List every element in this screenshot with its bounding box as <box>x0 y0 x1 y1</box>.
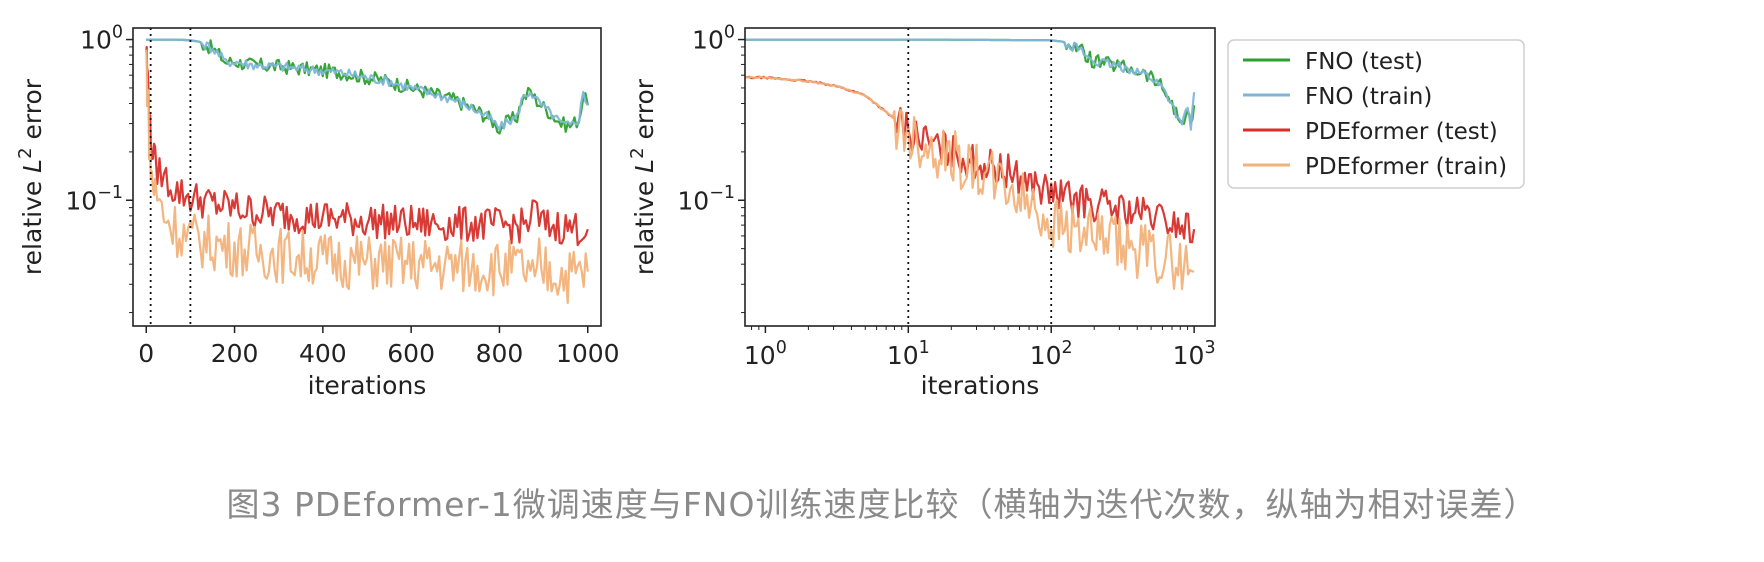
series-line-pdeformer-train <box>145 49 589 304</box>
series-group <box>745 38 1196 291</box>
right-chart-panel: 100 10−1 100 101 102 103 iterations relative L2… <box>627 22 1216 400</box>
x-tick-label: 101 <box>887 338 930 370</box>
legend-label: PDEformer (train) <box>1305 154 1507 180</box>
series-group <box>145 38 589 304</box>
y-tick-label: 10−1 <box>677 183 735 215</box>
y-tick-label: 100 <box>80 22 123 54</box>
series-line-pdeformer-test <box>745 75 1196 244</box>
x-tick-label: 102 <box>1030 338 1073 370</box>
x-tick-label: 1000 <box>556 339 620 368</box>
x-axis-label: iterations <box>308 371 427 400</box>
legend-label: FNO (test) <box>1305 49 1423 75</box>
series-line-pdeformer-train <box>745 75 1195 291</box>
x-tick-label: 103 <box>1173 338 1216 370</box>
y-axis-label: relative L2 error <box>627 78 659 275</box>
legend: FNO (test) FNO (train) PDEformer (test) PDE… <box>1227 39 1525 189</box>
x-tick-label: 0 <box>138 339 154 368</box>
series-line-fno-train <box>745 38 1196 131</box>
figure-caption: 图3 PDEformer-1微调速度与FNO训练速度比较（横轴为迭代次数，纵轴为… <box>226 485 1538 524</box>
y-tick-label: 100 <box>692 22 735 54</box>
series-line-pdeformer-test <box>145 45 589 247</box>
legend-label: PDEformer (test) <box>1305 119 1498 145</box>
x-tick-label: 600 <box>387 339 435 368</box>
left-chart-panel: 100 10−1 0 200 400 600 800 1000 iterations relati… <box>15 22 620 400</box>
x-tick-label: 400 <box>299 339 347 368</box>
series-line-fno-train <box>146 38 589 131</box>
figure: 100 10−1 0 200 400 600 800 1000 iterations relati… <box>15 22 1525 400</box>
plot-frame <box>744 27 1216 327</box>
series-line-fno-test <box>146 38 589 135</box>
legend-label: FNO (train) <box>1305 84 1432 110</box>
x-tick-label: 200 <box>211 339 259 368</box>
x-tick-label: 100 <box>744 338 787 370</box>
plot-frame <box>132 27 602 327</box>
x-axis-label: iterations <box>921 371 1040 400</box>
x-tick-label: 800 <box>476 339 524 368</box>
y-tick-label: 10−1 <box>65 183 123 215</box>
y-axis-label: relative L2 error <box>15 78 47 275</box>
legend-box <box>1227 39 1525 189</box>
